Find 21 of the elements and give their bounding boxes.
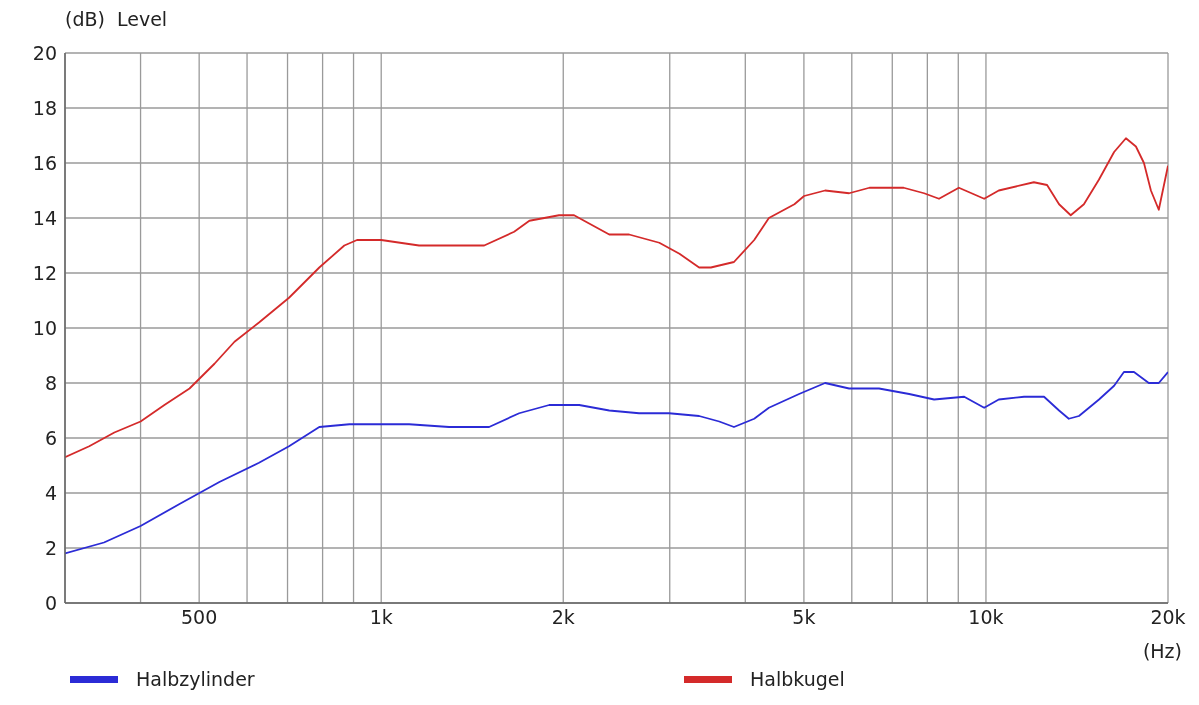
x-tick-label: 5k — [792, 606, 816, 629]
y-tick-label: 0 — [44, 591, 57, 614]
y-tick-label: 8 — [44, 371, 57, 394]
legend-label: Halbkugel — [750, 668, 845, 690]
x-axis-title: (Hz) — [1142, 640, 1182, 662]
y-tick-label: 16 — [32, 151, 57, 174]
x-tick-label: 10k — [968, 606, 1004, 629]
y-tick-label: 4 — [44, 481, 57, 504]
y-tick-label: 14 — [32, 206, 57, 229]
y-tick-label: 10 — [32, 316, 57, 339]
y-axis-title: (dB) Level — [65, 8, 168, 30]
y-tick-label: 12 — [32, 261, 57, 284]
legend-label: Halbzylinder — [136, 668, 255, 690]
x-tick-label: 1k — [369, 606, 393, 629]
x-tick-label: 20k — [1150, 606, 1186, 629]
y-tick-label: 18 — [32, 96, 57, 119]
y-tick-label: 6 — [44, 426, 57, 449]
y-tick-label: 20 — [32, 41, 57, 64]
x-tick-label: 500 — [181, 606, 218, 629]
y-tick-label: 2 — [44, 536, 57, 559]
x-tick-label: 2k — [551, 606, 575, 629]
